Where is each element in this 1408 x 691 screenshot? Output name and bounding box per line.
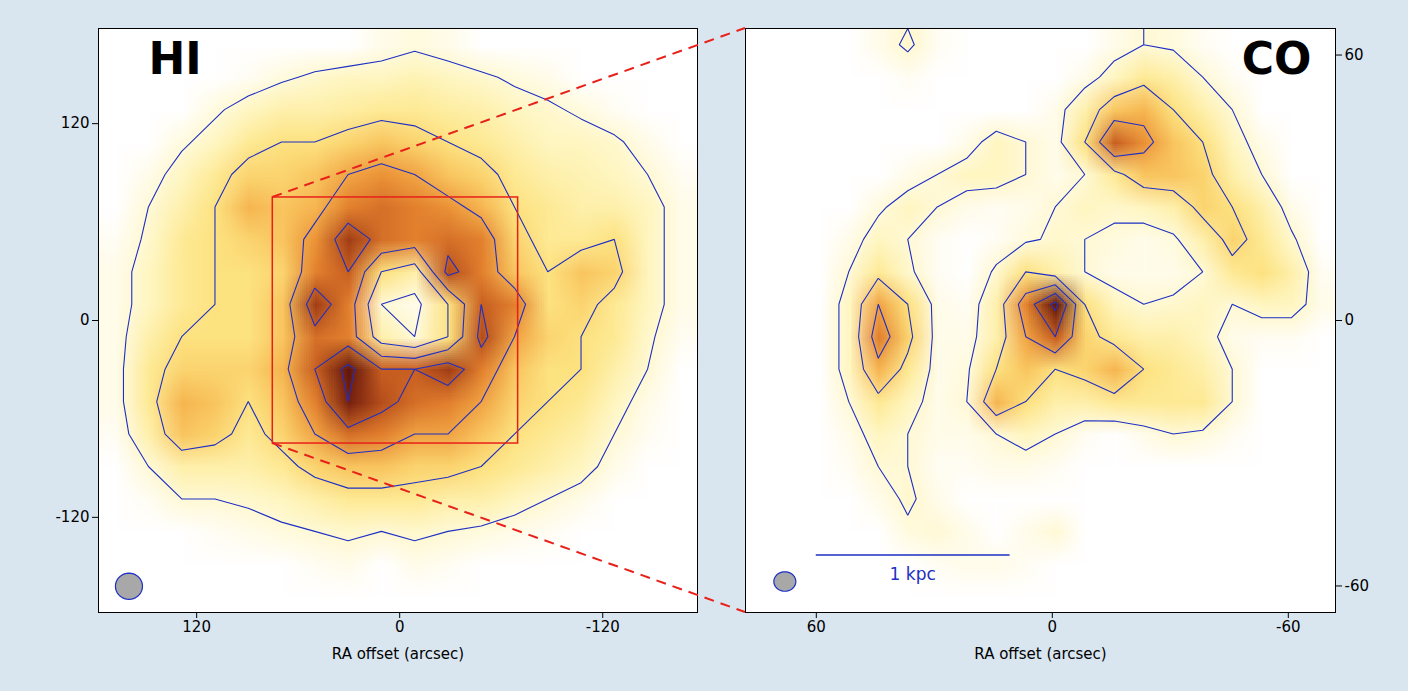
svg-text:0: 0 [1345,311,1355,329]
svg-text:60: 60 [807,618,826,636]
svg-text:1 kpc: 1 kpc [890,564,936,584]
svg-text:0: 0 [80,311,90,329]
svg-text:-120: -120 [586,618,620,636]
svg-text:60: 60 [1345,46,1364,64]
svg-text:120: 120 [182,618,211,636]
svg-text:-60: -60 [1276,618,1301,636]
svg-text:CO: CO [1242,33,1312,84]
svg-text:HI: HI [149,33,202,84]
svg-text:0: 0 [1048,618,1058,636]
svg-text:RA offset (arcsec): RA offset (arcsec) [332,645,464,663]
svg-text:-60: -60 [1345,577,1370,595]
svg-text:0: 0 [395,618,405,636]
svg-text:120: 120 [61,114,90,132]
svg-text:RA offset (arcsec): RA offset (arcsec) [974,645,1106,663]
svg-text:-120: -120 [55,508,89,526]
